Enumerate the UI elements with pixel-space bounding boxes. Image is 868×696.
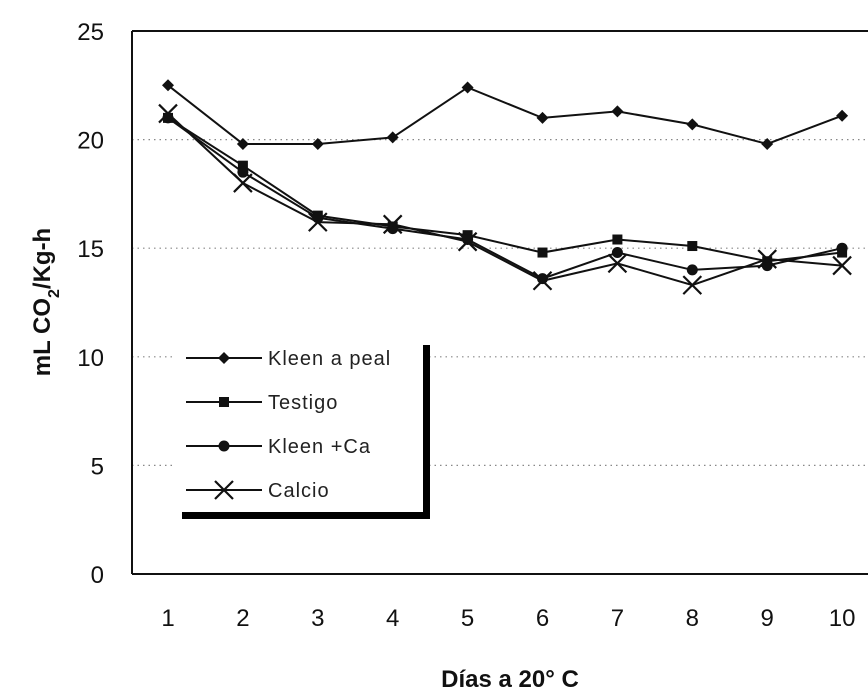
data-point-diamond — [386, 131, 399, 144]
y-axis-title-tail: /Kg-h — [29, 228, 56, 289]
series-square — [163, 112, 848, 267]
data-point-x — [832, 255, 852, 276]
x-tick-label: 8 — [686, 605, 699, 632]
data-point-x — [607, 253, 628, 274]
data-point-x — [457, 231, 478, 252]
data-point-square — [537, 247, 548, 258]
data-point-diamond — [536, 111, 549, 124]
legend-marker-square — [219, 397, 229, 407]
legend: Kleen a peal Testigo Kleen +Ca Calcio — [175, 338, 430, 519]
series-line — [167, 117, 843, 280]
y-tick-label: 15 — [77, 236, 104, 263]
series-line — [167, 117, 843, 263]
legend-marker-circle — [218, 440, 230, 452]
legend-marker-x — [214, 480, 234, 500]
y-axis-title-main: mL CO — [29, 298, 56, 376]
data-point-diamond — [311, 137, 324, 150]
data-point-x — [233, 173, 253, 193]
x-tick-labels: 1 2 3 4 5 6 7 8 9 10 — [161, 605, 855, 632]
x-tick-label: 1 — [161, 605, 174, 632]
data-point-circle — [611, 247, 623, 259]
data-point-diamond — [611, 105, 624, 118]
y-tick-label: 25 — [77, 19, 104, 46]
data-point-circle — [537, 273, 548, 285]
data-point-circle — [836, 242, 848, 254]
legend-items: Kleen a peal Testigo Kleen +Ca Calcio — [186, 348, 391, 502]
series-x — [158, 103, 852, 295]
data-point-circle — [237, 166, 249, 178]
legend-item: Testigo — [186, 392, 338, 414]
legend-label: Kleen a peal — [268, 348, 391, 370]
legend-item: Calcio — [186, 480, 330, 502]
y-tick-label: 0 — [91, 562, 104, 589]
y-tick-label: 5 — [91, 453, 104, 480]
x-axis-title: Días a 20° C — [441, 666, 579, 693]
data-point-x — [532, 271, 553, 291]
data-point-x — [757, 249, 777, 269]
data-point-square — [237, 160, 248, 171]
series — [158, 79, 852, 295]
legend-label: Kleen +Ca — [268, 436, 371, 458]
data-point-square — [612, 234, 623, 245]
x-tick-label: 4 — [386, 605, 399, 632]
data-point-diamond — [761, 137, 774, 150]
data-point-diamond — [461, 81, 474, 94]
legend-item: Kleen a peal — [186, 348, 391, 370]
x-tick-label: 6 — [536, 605, 549, 632]
legend-label: Calcio — [268, 480, 330, 502]
series-line — [167, 84, 843, 145]
data-point-x — [682, 275, 703, 295]
y-tick-labels: 0 5 10 15 20 25 — [77, 19, 104, 589]
legend-label: Testigo — [268, 392, 338, 414]
x-tick-label: 2 — [236, 605, 249, 632]
x-tick-label: 7 — [611, 605, 624, 632]
data-point-x — [308, 212, 328, 232]
data-point-diamond — [836, 109, 849, 122]
y-tick-label: 10 — [77, 345, 104, 372]
x-tick-label: 3 — [311, 605, 324, 632]
data-point-circle — [686, 264, 698, 276]
x-tick-label: 5 — [461, 605, 474, 632]
data-point-diamond — [236, 137, 249, 150]
series-diamond — [162, 79, 849, 150]
data-point-diamond — [686, 118, 699, 131]
legend-item: Kleen +Ca — [186, 436, 371, 458]
series-line — [167, 112, 843, 287]
y-axis-title-subscript: 2 — [46, 289, 63, 298]
axes — [131, 30, 868, 575]
data-point-x — [158, 103, 178, 124]
data-point-diamond — [162, 79, 174, 92]
x-tick-label: 9 — [761, 605, 774, 632]
data-point-square — [687, 241, 698, 252]
x-tick-label: 10 — [829, 605, 856, 632]
legend-marker-diamond — [218, 352, 230, 364]
data-point-x — [382, 214, 403, 235]
y-tick-label: 20 — [77, 128, 104, 155]
y-axis-title: mL CO2/Kg-h — [29, 228, 63, 376]
